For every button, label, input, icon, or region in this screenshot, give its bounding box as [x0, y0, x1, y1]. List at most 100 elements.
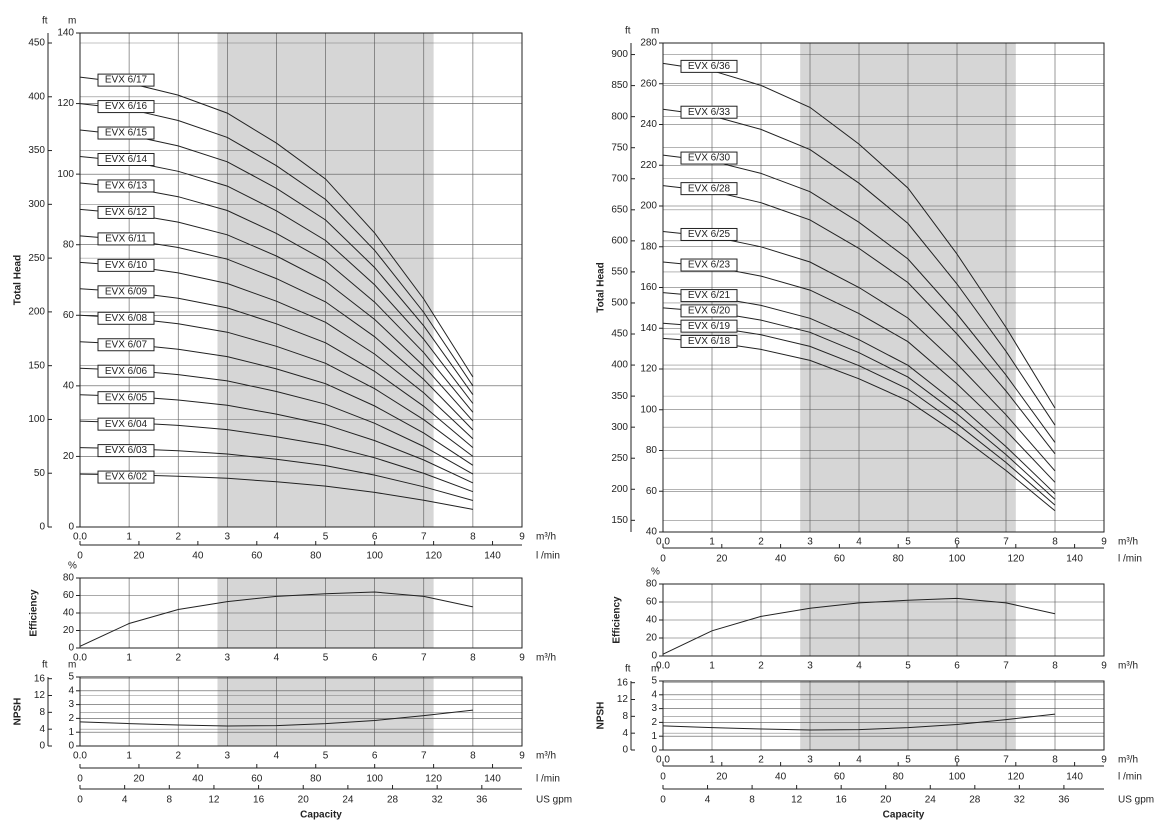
tick-label: 40 — [775, 772, 787, 783]
tick-label: 80 — [893, 554, 905, 565]
y-tick-label: 120 — [57, 98, 74, 109]
tick-label: 0 — [77, 795, 83, 806]
x-unit: m³/h — [536, 653, 556, 664]
y-tick-label: 0 — [651, 651, 657, 662]
y2-tick-label: 300 — [611, 422, 628, 433]
y2-tick-label: 250 — [611, 453, 628, 464]
tick-label: 20 — [716, 772, 728, 783]
x-tick-label: 9 — [519, 532, 525, 543]
y2-tick-label: 0 — [39, 741, 45, 752]
curve-label-box — [97, 73, 155, 87]
tick-label: 0 — [77, 551, 83, 562]
x-tick-label: 0.0 — [656, 755, 670, 766]
x-tick-label: 9 — [519, 751, 525, 762]
x-tick-label: 4 — [274, 532, 280, 543]
plot-frame — [662, 583, 1105, 657]
x-tick-label: 3 — [225, 653, 231, 664]
y2-tick-label: 12 — [617, 694, 629, 705]
tick-label: 8 — [749, 795, 755, 806]
curve-label-box — [97, 232, 155, 246]
y2-tick-label: 12 — [34, 690, 46, 701]
y-tick-label: 160 — [640, 282, 657, 293]
curve-label-box — [680, 59, 738, 73]
x-tick-label: 4 — [274, 751, 280, 762]
x-unit: m³/h — [1118, 755, 1138, 766]
x-tick-label: 2 — [175, 532, 181, 543]
curve-label-box — [97, 311, 155, 325]
curve-label-box — [680, 334, 738, 348]
curve-label-box — [680, 304, 738, 318]
tick-label: 40 — [192, 551, 204, 562]
y-tick-label: 4 — [651, 689, 657, 700]
curve-label: EVX 6/10 — [105, 260, 148, 271]
tick-label: 8 — [167, 795, 173, 806]
x-tick-label: 8 — [470, 751, 476, 762]
curve-label: EVX 6/15 — [105, 128, 148, 139]
curve-label-box — [97, 258, 155, 272]
x-tick-label: 5 — [323, 751, 329, 762]
y-axis-title: Total Head — [13, 255, 24, 305]
curve-label-box — [97, 205, 155, 219]
y-unit: % — [68, 561, 77, 572]
y2-unit: ft — [42, 660, 48, 671]
x-tick-label: 9 — [1101, 537, 1107, 548]
y2-tick-label: 200 — [611, 484, 628, 495]
x-tick-label: 3 — [807, 755, 813, 766]
curve-label-box — [97, 470, 155, 484]
plot-frame — [79, 676, 523, 747]
y-tick-label: 5 — [651, 676, 657, 687]
tick-label: 100 — [949, 554, 966, 565]
y2-tick-label: 600 — [611, 236, 628, 247]
y2-tick-label: 350 — [28, 145, 45, 156]
curve-label-box — [97, 444, 155, 458]
curve-label-box — [680, 258, 738, 272]
y-tick-label: 120 — [640, 364, 657, 375]
tick-label: 4 — [705, 795, 711, 806]
curve — [79, 709, 473, 727]
x-tick-label: 0.0 — [656, 661, 670, 672]
head-curve — [662, 108, 1056, 426]
y2-tick-label: 16 — [34, 673, 46, 684]
x-tick-label: 6 — [372, 532, 378, 543]
tick-label: 140 — [1066, 554, 1083, 565]
curve-label: EVX 6/12 — [105, 207, 148, 218]
y-unit: m — [651, 664, 659, 675]
tick-label: 60 — [251, 774, 263, 785]
y-tick-label: 0 — [68, 643, 74, 654]
y-tick-label: 1 — [651, 731, 657, 742]
x-unit: m³/h — [536, 751, 556, 762]
y-tick-label: 100 — [640, 404, 657, 415]
y-tick-label: 2 — [651, 717, 657, 728]
y-tick-label: 280 — [640, 38, 657, 49]
tick-label: 4 — [122, 795, 128, 806]
y2-tick-label: 800 — [611, 111, 628, 122]
curve-label: EVX 6/18 — [688, 336, 731, 347]
y-tick-label: 20 — [646, 633, 658, 644]
x-tick-label: 5 — [323, 532, 329, 543]
y-tick-label: 5 — [68, 672, 74, 683]
tick-label: 40 — [192, 774, 204, 785]
y-tick-label: 0 — [68, 741, 74, 752]
curve-label-box — [680, 227, 738, 241]
tick-label: 36 — [476, 795, 488, 806]
y2-tick-label: 500 — [611, 298, 628, 309]
x-tick-label: 7 — [1003, 661, 1009, 672]
y-tick-label: 100 — [57, 169, 74, 180]
x-tick-label: 8 — [1052, 661, 1058, 672]
curve-label: EVX 6/17 — [105, 75, 148, 86]
x-tick-label: 1 — [709, 537, 715, 548]
tick-label: 16 — [253, 795, 265, 806]
curve-label-box — [680, 319, 738, 333]
tick-label: 32 — [432, 795, 444, 806]
x-tick-label: 1 — [126, 751, 132, 762]
tick-label: 80 — [310, 551, 322, 562]
y-tick-label: 0 — [68, 522, 74, 533]
tick-label: 60 — [834, 554, 846, 565]
x-tick-label: 6 — [954, 755, 960, 766]
y-tick-label: 40 — [646, 527, 658, 538]
x-axis-title: Capacity — [300, 810, 342, 821]
y-tick-label: 40 — [646, 615, 658, 626]
y-tick-label: 140 — [57, 28, 74, 39]
tick-label: 16 — [836, 795, 848, 806]
